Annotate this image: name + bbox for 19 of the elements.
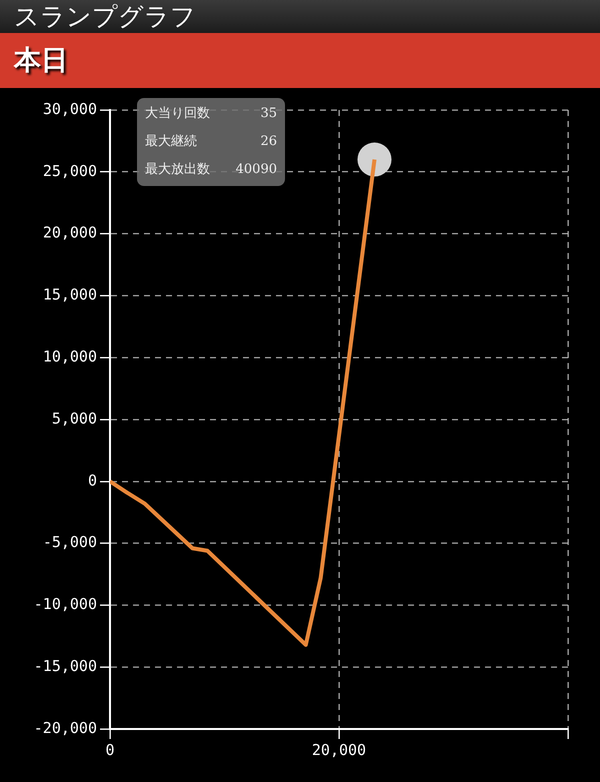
y-tick-label: 20,000: [42, 224, 97, 242]
annotation: 最大放出数: [145, 161, 211, 179]
y-tick-label: -10,000: [34, 595, 97, 614]
y-tick-label: -5,000: [42, 533, 97, 552]
annotation: 最大継続: [145, 133, 198, 151]
chart-title: スランプグラフ: [0, 0, 600, 33]
annotation: 40090: [234, 161, 277, 179]
annotation: 26: [259, 133, 277, 151]
y-tick-label: 10,000: [42, 347, 97, 366]
y-tick-label: 30,000: [42, 100, 97, 118]
chart-subtitle: 本日: [0, 33, 600, 88]
y-tick-label: 15,000: [42, 286, 97, 304]
y-tick-label: 5,000: [52, 409, 97, 428]
y-tick-label: -15,000: [34, 656, 97, 675]
annotation: 35: [259, 105, 277, 123]
y-tick-label: 25,000: [42, 162, 97, 180]
y-tick-label: 0: [88, 471, 97, 490]
y-tick-label: -20,000: [34, 718, 97, 737]
annotation: 大当り回数: [145, 105, 211, 123]
